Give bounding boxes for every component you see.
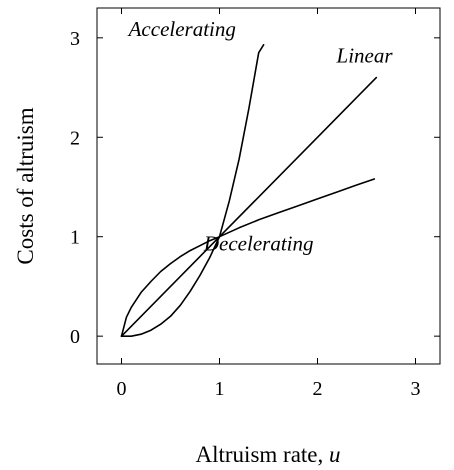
y-tick-label-1: 1	[70, 227, 80, 249]
x-tick-label-0: 0	[117, 378, 127, 400]
label-accelerating: Accelerating	[127, 17, 236, 41]
axis-tick-labels: 0 1 2 3 0 1 2 3	[70, 28, 421, 400]
x-axis-label: Altruism rate, u	[196, 442, 341, 467]
curve-labels: Accelerating Linear Decelerating	[127, 17, 394, 256]
label-decelerating: Decelerating	[203, 232, 314, 256]
y-tick-label-3: 3	[70, 28, 80, 50]
x-tick-label-3: 3	[411, 378, 421, 400]
y-tick-label-2: 2	[70, 127, 80, 149]
x-tick-label-1: 1	[215, 378, 225, 400]
y-axis-label: Costs of altruism	[13, 107, 38, 264]
curve-decelerating	[120, 178, 376, 338]
plot-frame	[96, 7, 441, 365]
curves	[120, 43, 378, 338]
label-linear: Linear	[336, 44, 394, 68]
curve-linear	[120, 76, 378, 338]
x-tick-label-2: 2	[313, 378, 323, 400]
y-tick-label-0: 0	[70, 326, 80, 348]
curve-accelerating	[120, 43, 265, 338]
axis-ticks	[97, 8, 440, 364]
